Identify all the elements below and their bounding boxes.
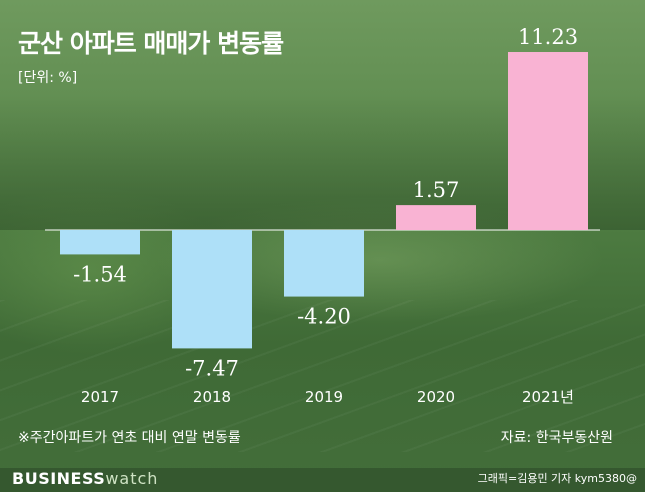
value-label-2021년: 11.23: [518, 25, 578, 49]
graphic-credit: 그래픽=김용민 기자 kym5380@: [477, 472, 637, 485]
x-tick-label-2018: 2018: [193, 388, 231, 406]
x-tick-label-2021년: 2021년: [522, 388, 574, 406]
background-ground: [0, 300, 645, 452]
footer-bar: [0, 468, 645, 492]
value-label-2020: 1.57: [413, 178, 460, 202]
bar-2017: [60, 230, 140, 255]
bar-2018: [172, 230, 252, 349]
chart-title: 군산 아파트 매매가 변동률: [18, 29, 284, 58]
x-tick-label-2020: 2020: [417, 388, 455, 406]
brand-light-text: watch: [105, 469, 159, 488]
unit-label: [단위: %]: [18, 70, 78, 86]
brand-logo: BUSINESSwatch: [12, 469, 158, 488]
bar-2020: [396, 205, 476, 230]
brand-bold-text: BUSINESS: [12, 469, 106, 488]
value-label-2018: -7.47: [185, 356, 239, 380]
bar-2021년: [508, 52, 588, 230]
footnote: ※주간아파트가 연초 대비 연말 변동률: [18, 430, 241, 446]
bar-2019: [284, 230, 364, 297]
x-tick-label-2017: 2017: [81, 388, 119, 406]
value-label-2017: -1.54: [73, 262, 127, 286]
x-tick-label-2019: 2019: [305, 388, 343, 406]
value-label-2019: -4.20: [297, 305, 351, 329]
source-label: 자료: 한국부동산원: [500, 430, 613, 446]
